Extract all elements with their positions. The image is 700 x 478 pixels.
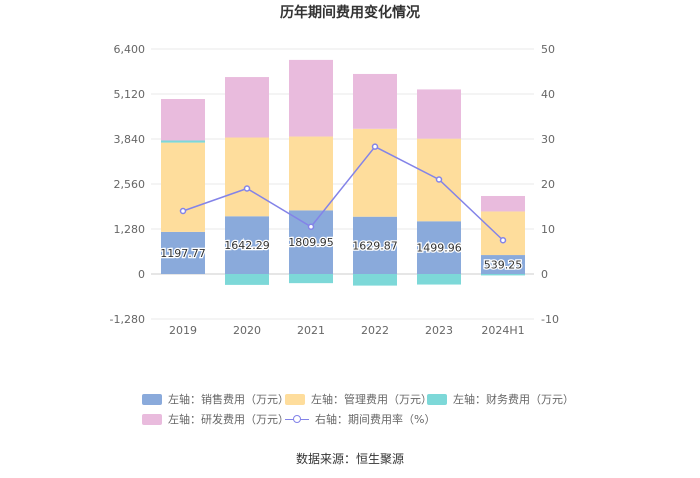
legend-swatch-icon (142, 413, 162, 425)
bar-data-label: 1629.87 (352, 239, 398, 252)
bar-segment (161, 231, 205, 274)
legend-item[interactable]: 左轴：财务费用（万元） (427, 391, 574, 407)
rate-line-group (179, 143, 507, 244)
bar-segment (225, 216, 269, 274)
bar-segment (353, 73, 397, 129)
rate-line (182, 145, 504, 241)
chart-title: 历年期间费用变化情况 (280, 4, 420, 21)
data-label-group: 1197.77 1642.29 1809.95 1629.87 1499.96 539.2… (159, 235, 524, 273)
x-axis-tick-label: 2021 (297, 324, 325, 337)
legend-line-icon (285, 414, 309, 425)
legend-label: 左轴：管理费用（万元） (311, 393, 432, 406)
bar-segment (161, 142, 205, 232)
x-axis-tick-label: 2023 (425, 324, 453, 337)
rate-point (243, 185, 251, 192)
right-axis-tick-label: 10 (541, 223, 555, 236)
legend-swatch-icon (142, 393, 162, 405)
bar-data-label: 1809.95 (288, 236, 334, 249)
right-axis-tick-label: 50 (541, 43, 555, 56)
legend-label: 右轴：期间费用率（%） (315, 413, 436, 426)
bar-data-label: 539.25 (484, 259, 523, 272)
left-axis-tick-label: 2,560 (114, 178, 146, 191)
x-axis-tick-label: 2020 (233, 324, 261, 337)
bar-segment (225, 274, 269, 285)
x-axis-tick-label: 2024H1 (481, 324, 524, 337)
bar-segment (481, 211, 525, 256)
bar-segment (481, 255, 525, 274)
legend-label: 左轴：研发费用（万元） (168, 413, 289, 426)
bar-segment (417, 221, 461, 274)
bar-segment (161, 140, 205, 143)
bar-segment (161, 99, 205, 141)
rate-point (435, 176, 443, 183)
rate-point (307, 223, 315, 230)
x-axis-tick-label: 2019 (169, 324, 197, 337)
legend-item[interactable]: 左轴：销售费用（万元） (142, 391, 289, 407)
bar-segment (289, 274, 333, 284)
bar-segment (289, 59, 333, 137)
left-axis-tick-label: 6,400 (114, 43, 146, 56)
bar-segment (353, 274, 397, 286)
bar-data-label: 1642.29 (224, 239, 270, 252)
right-axis-tick-label: 20 (541, 178, 555, 191)
right-axis-tick-label: 30 (541, 133, 555, 146)
right-axis-tick-label: 0 (541, 268, 548, 281)
right-axis-tick-label: 40 (541, 88, 555, 101)
bar-segment (353, 128, 397, 217)
legend-label: 左轴：财务费用（万元） (453, 393, 574, 406)
axis-group: -1,280 0 1,280 2,560 3,840 5,120 6,400 -10 0 10 20… (110, 43, 559, 337)
source-note: 数据来源：恒生聚源 (295, 452, 404, 466)
legend-item[interactable]: 右轴：期间费用率（%） (285, 411, 435, 427)
bar-segment (289, 136, 333, 211)
legend-label: 左轴：销售费用（万元） (168, 393, 289, 406)
bar-segment (353, 216, 397, 274)
legend-swatch-icon (285, 393, 305, 405)
bar-segment (289, 210, 333, 274)
left-axis-tick-label: 5,120 (114, 88, 146, 101)
gridlines (151, 48, 534, 320)
left-axis-tick-label: 1,280 (114, 223, 146, 236)
rate-point (179, 207, 187, 215)
legend-item[interactable]: 左轴：研发费用（万元） (142, 411, 289, 427)
x-axis-tick-label: 2022 (361, 324, 389, 337)
right-axis-tick-label: -10 (541, 313, 559, 326)
bar-segment (481, 274, 525, 276)
legend-item[interactable]: 左轴：管理费用（万元） (285, 391, 432, 407)
rate-point (499, 237, 507, 244)
bar-segment (225, 137, 269, 217)
bar-segment (417, 89, 461, 139)
left-axis-tick-label: 3,840 (114, 133, 146, 146)
left-axis-tick-label: -1,280 (110, 313, 145, 326)
legend-swatch-icon (427, 393, 447, 405)
bar-segment (481, 195, 525, 212)
bar-data-label: 1197.77 (160, 247, 206, 260)
legend-row: 左轴：研发费用（万元） 右轴：期间费用率（%） (0, 411, 700, 427)
bar-segment (417, 274, 461, 285)
rate-point (371, 143, 379, 150)
legend-row: 左轴：销售费用（万元） 左轴：管理费用（万元） 左轴：财务费用（万元） (0, 391, 700, 407)
bar-data-label: 1499.96 (416, 242, 462, 255)
bar-segment (225, 77, 269, 138)
left-axis-tick-label: 0 (138, 268, 145, 281)
